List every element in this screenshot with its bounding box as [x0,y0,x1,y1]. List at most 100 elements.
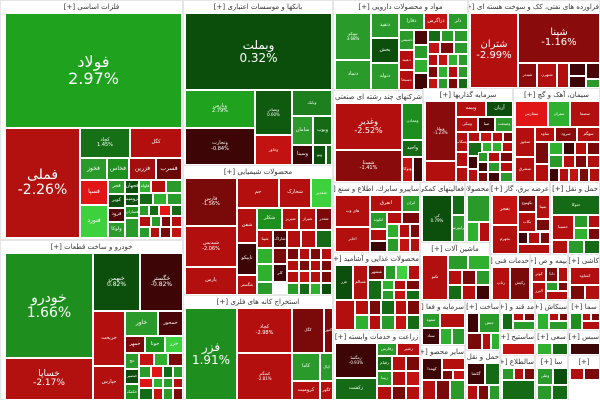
stock-tile[interactable] [553,368,568,385]
stock-tile[interactable]: شکلر [257,208,282,230]
sector-title[interactable]: زراعت و خدمات وابسته [+] [334,331,419,344]
stock-tile[interactable] [513,321,535,330]
stock-tile[interactable]: شاراک [273,230,287,248]
stock-tile[interactable] [588,228,600,240]
sector-title[interactable]: سعی [+] [536,331,567,344]
stock-tile[interactable]: خمهر [125,336,145,353]
stock-tile[interactable] [139,216,151,227]
stock-tile[interactable]: شبهرن [537,63,557,88]
stock-tile[interactable] [587,142,600,155]
stock-tile[interactable] [500,152,513,162]
stock-tile[interactable]: شخارک [279,178,311,208]
stock-tile[interactable]: دانا [546,267,558,282]
stock-tile[interactable] [163,378,173,388]
stock-tile[interactable]: خمحور [158,311,183,336]
stock-tile[interactable]: وصنعت [495,117,513,132]
stock-tile[interactable]: غسالم [353,265,368,300]
stock-tile[interactable] [568,240,584,254]
stock-tile[interactable] [414,45,428,59]
stock-tile[interactable] [151,216,161,227]
stock-tile[interactable] [582,321,600,330]
stock-tile[interactable] [310,260,321,271]
stock-tile[interactable] [355,315,369,330]
stock-tile[interactable]: صبا [478,117,495,132]
stock-tile[interactable]: گکشا [467,363,485,385]
stock-tile[interactable] [559,313,568,321]
stock-tile[interactable] [440,328,452,345]
stock-tile[interactable] [167,193,182,205]
stock-tile[interactable] [310,283,321,295]
stock-tile[interactable] [139,388,153,400]
stock-tile[interactable] [575,155,587,168]
stock-tile[interactable] [518,244,550,254]
stock-tile[interactable] [478,385,489,400]
stock-tile[interactable] [402,212,420,224]
stock-tile[interactable]: زبینا [377,371,392,386]
stock-tile[interactable] [476,270,490,285]
stock-tile[interactable]: وبیمه [456,101,486,117]
stock-tile[interactable]: فزرین [129,158,156,180]
stock-tile[interactable] [299,271,310,283]
sector-title[interactable]: کاشی [+] [569,255,599,268]
stock-tile[interactable] [310,271,321,283]
stock-tile[interactable] [392,386,406,400]
stock-tile[interactable] [438,54,448,66]
stock-tile[interactable] [166,180,182,193]
stock-tile[interactable] [408,265,420,280]
stock-tile[interactable]: زفارس [377,343,397,356]
stock-tile[interactable] [440,42,454,54]
stock-tile[interactable]: ستران [548,101,570,127]
stock-tile[interactable] [500,162,513,172]
sector-title[interactable]: سبس [+] [569,331,599,344]
stock-tile[interactable] [139,205,149,216]
sector-title[interactable]: [+] [569,356,599,369]
stock-tile[interactable]: دتقید [371,13,399,38]
sector-title[interactable]: فلزات اساسی [+] [1,1,182,14]
sector-title[interactable]: سا [+] [536,356,567,369]
stock-tile[interactable] [425,161,456,182]
stock-tile[interactable]: کی 0.79% [422,195,452,242]
stock-tile[interactable] [528,232,540,244]
stock-tile[interactable]: بکاب [518,212,536,232]
sector-title[interactable]: عرضه برق، گاز [+] [491,183,549,196]
stock-tile[interactable]: تیپیکو 3.68% [335,13,371,60]
stock-tile[interactable] [287,260,299,271]
stock-tile[interactable]: خگستر -0.82% [140,253,183,311]
stock-tile[interactable]: کگل [130,128,182,158]
stock-tile[interactable]: کلر [273,264,287,282]
stock-tile[interactable] [588,215,600,228]
stock-tile[interactable] [478,172,488,182]
stock-tile[interactable] [406,280,420,290]
stock-tile[interactable] [559,168,569,182]
stock-tile[interactable]: فلوله [139,180,151,193]
stock-tile[interactable] [448,285,462,300]
stock-tile[interactable] [139,353,154,366]
stock-tile[interactable] [569,76,586,88]
stock-tile[interactable]: کاما [292,353,320,381]
stock-tile[interactable]: بجهرم [492,225,518,254]
stock-tile[interactable]: زقیام [377,356,392,371]
stock-tile[interactable] [514,368,524,380]
stock-tile[interactable] [546,291,568,300]
stock-tile[interactable] [163,388,173,400]
stock-tile[interactable] [301,230,316,248]
stock-tile[interactable] [396,265,408,280]
stock-tile[interactable]: فزر 1.91% [185,308,237,400]
sector-title[interactable]: شرکتهای چند رشته ای صنعتی [+] [334,91,422,104]
stock-tile[interactable]: دلر [448,13,468,30]
stock-tile[interactable]: خاور [125,311,158,336]
stock-tile[interactable] [173,388,183,400]
stock-tile[interactable]: ونو [313,145,326,165]
stock-tile[interactable]: های وب [335,195,370,227]
stock-tile[interactable]: بکهنوج [518,195,536,212]
stock-tile[interactable]: وسینا [292,145,313,165]
stock-tile[interactable] [159,205,171,216]
stock-tile[interactable]: کرومیت [125,194,139,206]
stock-tile[interactable] [570,368,584,380]
stock-tile[interactable] [586,79,600,88]
stock-tile[interactable]: ونیکی [456,117,478,132]
stock-tile[interactable] [589,168,600,182]
stock-tile[interactable]: وبوب [313,116,332,145]
sector-title[interactable]: محصولات غذایی و آشامید [+] [334,253,419,266]
stock-tile[interactable] [535,142,549,164]
